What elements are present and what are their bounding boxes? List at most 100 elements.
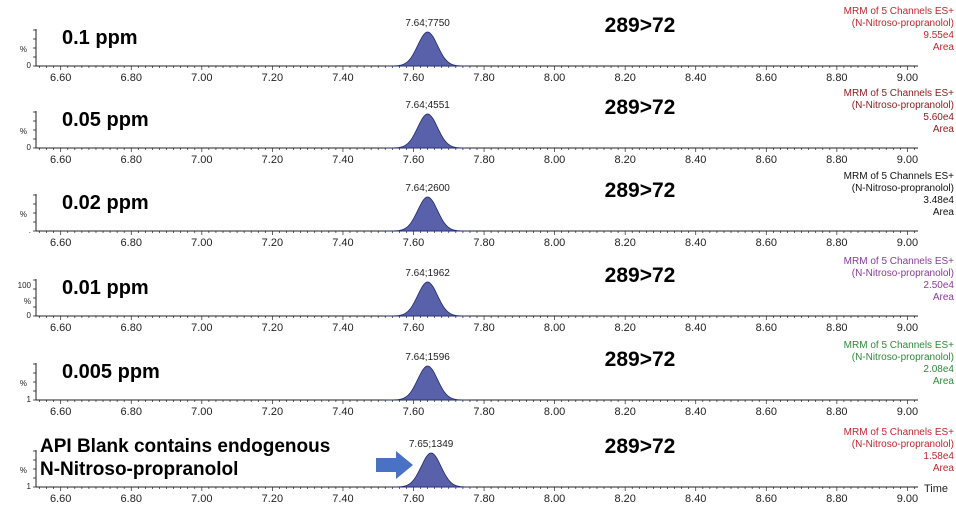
panel-4-y-label-mid: % xyxy=(24,297,31,306)
panel-4-x-tick-label: 7.40 xyxy=(332,322,353,334)
panel-1-x-tick-label: 6.60 xyxy=(50,72,71,84)
panel-5-transition-label: 289>72 xyxy=(605,348,676,371)
panel-1-y-label-mid: % xyxy=(20,45,27,54)
panel-5-x-tick-label: 7.80 xyxy=(473,406,494,418)
panel-6-info-line-3: 1.58e4 xyxy=(923,451,954,462)
panel-5-x-tick-label: 6.80 xyxy=(121,406,142,418)
panel-5-x-tick-label: 8.00 xyxy=(544,406,565,418)
panel-6-x-tick-label: 7.60 xyxy=(403,493,424,505)
panel-6-peak xyxy=(388,452,474,488)
panel-3-y-label-mid: % xyxy=(20,210,27,219)
panel-2-x-tick-label: 7.40 xyxy=(332,154,353,166)
panel-6-x-tick-label: 8.80 xyxy=(826,493,847,505)
panel-1-x-tick-label: 8.60 xyxy=(756,72,777,84)
panel-2-x-tick-label: 7.00 xyxy=(191,154,212,166)
panel-1-x-tick-label: 7.60 xyxy=(403,72,424,84)
panel-3-x-tick-label: 7.00 xyxy=(191,237,212,249)
panel-5-x-tick-label: 8.80 xyxy=(826,406,847,418)
panel-6-x-tick-label: 7.80 xyxy=(473,493,494,505)
panel-6-x-tick-label: 7.00 xyxy=(191,493,212,505)
panel-4-x-tick-label: 7.20 xyxy=(262,322,283,334)
panel-3-info-line-4: Area xyxy=(933,207,955,218)
panel-3-x-tick-label: 7.80 xyxy=(473,237,494,249)
panel-5-x-tick-label: 8.40 xyxy=(685,406,706,418)
panel-5-peak-label: 7.64;1596 xyxy=(405,352,450,363)
panel-6-info-line-4: Area xyxy=(933,463,955,474)
panel-1-info-line-2: (N-Nitroso-propranolol) xyxy=(852,18,954,29)
panel-4-transition-label: 289>72 xyxy=(605,264,676,287)
panel-3-concentration-label: 0.02 ppm xyxy=(62,192,149,214)
panel-2-x-tick-label: 8.80 xyxy=(826,154,847,166)
panel-4-x-tick-label: 6.60 xyxy=(50,322,71,334)
panel-5-info-line-2: (N-Nitroso-propranolol) xyxy=(852,352,954,363)
panel-3-x-tick-label: 7.60 xyxy=(403,237,424,249)
panel-1-transition-label: 289>72 xyxy=(605,14,676,37)
panel-1-x-tick-label: 7.40 xyxy=(332,72,353,84)
panel-5-y-label-mid: % xyxy=(20,379,27,388)
panel-2-x-tick-label: 6.60 xyxy=(50,154,71,166)
panel-4-y-label-bottom: 0 xyxy=(27,311,32,320)
panel-3-x-tick-label: 8.40 xyxy=(685,237,706,249)
panel-2-info-line-1: MRM of 5 Channels ES+ xyxy=(844,88,954,99)
panel-4-info-line-4: Area xyxy=(933,292,955,303)
panel-1-x-tick-label: 6.80 xyxy=(121,72,142,84)
panel-6-x-tick-label: 9.00 xyxy=(897,493,918,505)
panel-3-x-tick-label: 8.00 xyxy=(544,237,565,249)
panel-6-x-tick-label: 8.40 xyxy=(685,493,706,505)
panel-1-x-tick-label: 8.40 xyxy=(685,72,706,84)
panel-5-y-label-bottom: 1 xyxy=(27,395,32,404)
panel-5-x-tick-label: 7.60 xyxy=(403,406,424,418)
panel-6-x-tick-label: 6.80 xyxy=(121,493,142,505)
panel-4-x-tick-label: 9.00 xyxy=(897,322,918,334)
panel-5-x-tick-label: 8.20 xyxy=(614,406,635,418)
panel-4-info-line-1: MRM of 5 Channels ES+ xyxy=(844,256,954,267)
panel-6-info-line-2: (N-Nitroso-propranolol) xyxy=(852,439,954,450)
panel-4-peak xyxy=(385,281,470,317)
panel-6-x-tick-label: 8.20 xyxy=(614,493,635,505)
panel-2-x-tick-label: 7.20 xyxy=(262,154,283,166)
panel-1-info-line-1: MRM of 5 Channels ES+ xyxy=(844,6,954,17)
panel-5-x-tick-label: 7.40 xyxy=(332,406,353,418)
panel-4-y-label-top: 100 xyxy=(18,281,32,290)
panel-4-info-line-2: (N-Nitroso-propranolol) xyxy=(852,268,954,279)
panel-4-info-line-3: 2.50e4 xyxy=(923,280,954,291)
panel-3-info-line-1: MRM of 5 Channels ES+ xyxy=(844,171,954,182)
panel-6-x-tick-label: 8.60 xyxy=(756,493,777,505)
arrow-icon xyxy=(376,451,413,479)
panel-5-x-tick-label: 8.60 xyxy=(756,406,777,418)
panel-2-y-label-mid: % xyxy=(20,127,27,136)
panel-2-x-tick-label: 8.40 xyxy=(685,154,706,166)
panel-4-x-tick-label: 8.20 xyxy=(614,322,635,334)
panel-1-info-line-4: Area xyxy=(933,42,955,53)
panel-2-info-line-3: 5.60e4 xyxy=(923,112,954,123)
panel-2-x-tick-label: 8.20 xyxy=(614,154,635,166)
panel-2-transition-label: 289>72 xyxy=(605,96,676,119)
panel-3-x-tick-label: 8.20 xyxy=(614,237,635,249)
panel-5-x-tick-label: 7.00 xyxy=(191,406,212,418)
x-axis-label: Time xyxy=(924,483,948,495)
panel-2-concentration-label: 0.05 ppm xyxy=(62,109,149,131)
panel-2-x-tick-label: 7.60 xyxy=(403,154,424,166)
panel-3-x-tick-label: 6.60 xyxy=(50,237,71,249)
panel-4-x-tick-label: 6.80 xyxy=(121,322,142,334)
panel-3-transition-label: 289>72 xyxy=(605,179,676,202)
panel-2-peak xyxy=(385,113,470,149)
panel-6-note-line-1: API Blank contains endogenous xyxy=(40,436,330,457)
panel-4-x-tick-label: 8.40 xyxy=(685,322,706,334)
panel-5-x-tick-label: 6.60 xyxy=(50,406,71,418)
panel-5-peak xyxy=(385,365,470,401)
panel-2-x-tick-label: 8.00 xyxy=(544,154,565,166)
panel-4-peak-label: 7.64;1962 xyxy=(405,268,450,279)
panel-5-info-line-3: 2.08e4 xyxy=(923,364,954,375)
panel-1-concentration-label: 0.1 ppm xyxy=(62,27,138,49)
panel-1-peak-label: 7.64;7750 xyxy=(405,18,450,29)
panel-6-x-tick-label: 7.20 xyxy=(262,493,283,505)
panel-4-x-tick-label: 7.00 xyxy=(191,322,212,334)
panel-5-concentration-label: 0.005 ppm xyxy=(62,361,160,383)
panel-6-x-tick-label: 6.60 xyxy=(50,493,71,505)
panel-3-x-tick-label: 7.40 xyxy=(332,237,353,249)
panel-5-x-tick-label: 7.20 xyxy=(262,406,283,418)
panel-1-x-tick-label: 8.80 xyxy=(826,72,847,84)
panel-3-peak-label: 7.64;2600 xyxy=(405,183,450,194)
panel-2-x-tick-label: 7.80 xyxy=(473,154,494,166)
